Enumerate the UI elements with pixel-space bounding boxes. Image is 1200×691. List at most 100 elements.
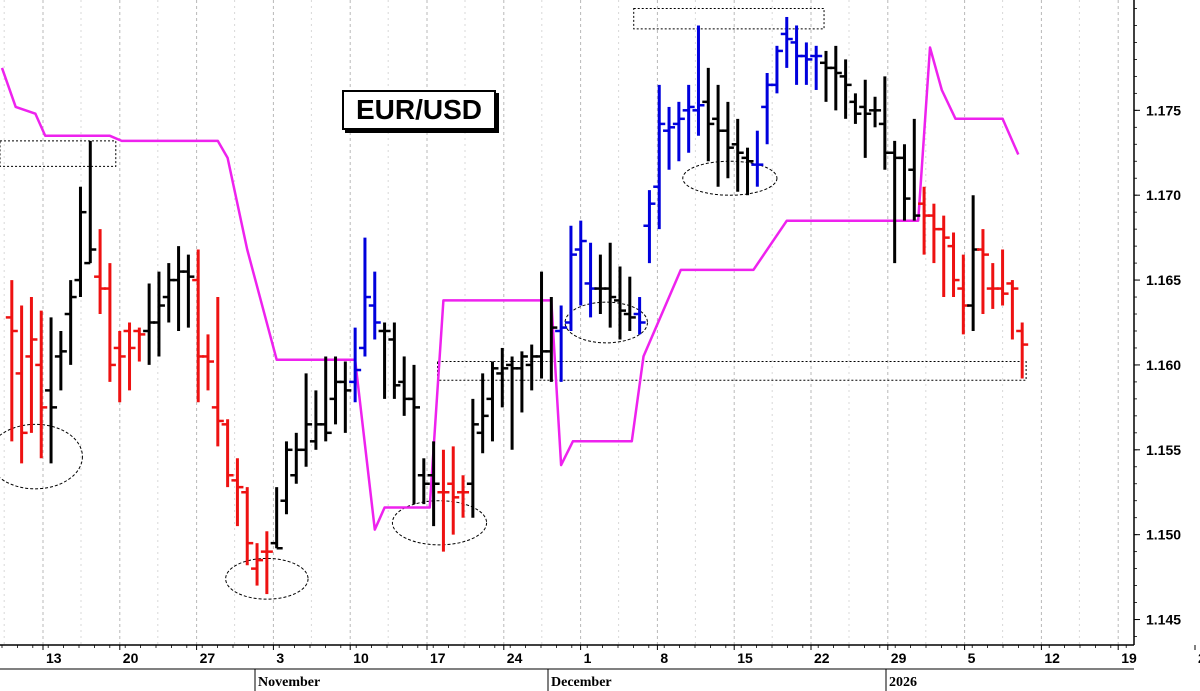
ohlc-bar [712,84,725,187]
ohlc-bar [1016,322,1029,379]
ohlc-bar [986,263,999,309]
ohlc-bar [829,45,842,111]
ohlc-bar [251,543,264,586]
x-tick-label: 3 [276,650,284,666]
x-tick-label: 24 [507,650,523,666]
chart-title: EUR/USD [342,90,496,130]
x-tick-label: 26 [1198,650,1200,666]
ohlc-bar [564,225,577,331]
ohlc-bar [731,118,744,192]
ohlc-bar [496,347,509,408]
ohlc-bar [202,334,214,391]
ohlc-bar [182,254,195,328]
ohlc-bar [672,101,685,162]
ohlc-bar [260,531,273,595]
ohlc-bar [996,249,1009,306]
ohlc-bar [466,398,479,518]
ohlc-bar [849,93,862,124]
ohlc-bar [457,475,470,518]
ohlc-bar [133,327,146,362]
indicator-line [0,46,1020,531]
ohlc-bar [947,232,960,298]
x-tick-label: 5 [968,650,976,666]
y-tick-label: 1.155 [1146,442,1181,458]
ohlc-bar [545,297,558,382]
ohlc-bar [45,317,58,464]
ohlc-bar [878,76,891,170]
ohlc-bar [653,84,666,230]
x-tick-label: 20 [123,650,139,666]
ohlc-bar [623,276,636,331]
x-tick-label: 22 [814,650,830,666]
ohlc-bar [515,351,528,413]
x-tick-label: 19 [1121,650,1137,666]
y-tick-label: 1.170 [1146,187,1181,203]
ohlc-bar [300,373,313,467]
ohlc-bar [820,50,832,102]
ohlc-bar [358,237,371,357]
ohlc-bar [525,344,538,391]
x-tick-label: 1 [584,650,592,666]
ohlc-bar [123,322,136,391]
ohlc-bar [231,458,244,527]
ohlc-bar [84,140,97,265]
ohlc-bar [94,229,107,315]
ohlc-bar [859,79,872,158]
ohlc-bar [25,297,38,433]
annotation-ellipse [391,500,488,546]
ohlc-bar [780,16,793,68]
ohlc-bar [192,249,205,403]
ohlc-bar [447,446,460,535]
ohlc-bar [555,305,568,382]
ohlc-bar [810,45,823,90]
ohlc-bar [643,190,656,264]
ohlc-bar [35,310,48,459]
ohlc-bar [927,203,940,264]
annotation-ellipse [225,557,309,600]
ohlc-bar [800,42,813,85]
ohlc-bar [702,67,715,162]
annotation-shapes [0,7,1027,600]
ohlc-bar [270,487,283,550]
ohlc-bar [535,271,548,379]
ohlc-bar [604,242,617,328]
ohlc-bar [721,101,734,179]
y-tick-label: 1.165 [1146,272,1181,288]
x-tick-label: 27 [200,650,216,666]
x-tick-label: 13 [46,650,62,666]
ohlc-bar [839,59,852,119]
ohlc-bar [103,263,116,382]
ohlc-bar [15,305,28,464]
x-tick-label: 12 [1044,650,1060,666]
ohlc-bar [967,195,980,331]
ohlc-bar [584,242,597,318]
ohlc-bar [682,84,695,153]
ohlc-bar [5,280,18,442]
ohlc-bar [898,144,911,221]
ohlc-bar [741,147,754,196]
y-tick-label: 1.145 [1146,612,1181,628]
annotation-ellipse [682,160,778,196]
ohlc-bar [888,140,901,264]
ohlc-bar [937,215,950,298]
ohlc-bar [368,271,381,340]
ohlc-bar [74,186,87,298]
ohlc-bar [339,361,352,433]
ohlc-bar [241,487,254,566]
ohlc-bar [976,229,989,315]
x-tick-label: 15 [737,650,753,666]
x-month-label: 2026 [889,675,917,690]
ohlc-bar [957,254,970,335]
ohlc-bar [408,364,420,505]
ohlc-bar [378,322,391,399]
x-tick-label: 8 [660,650,668,666]
y-tick-label: 1.175 [1146,102,1181,118]
ohlc-bar [476,373,489,454]
ohlc-bar [663,106,676,170]
annotation-ellipse [564,301,648,344]
ohlc-bar [692,25,705,136]
x-month-label: November [258,675,320,690]
ohlc-bar [633,297,646,335]
